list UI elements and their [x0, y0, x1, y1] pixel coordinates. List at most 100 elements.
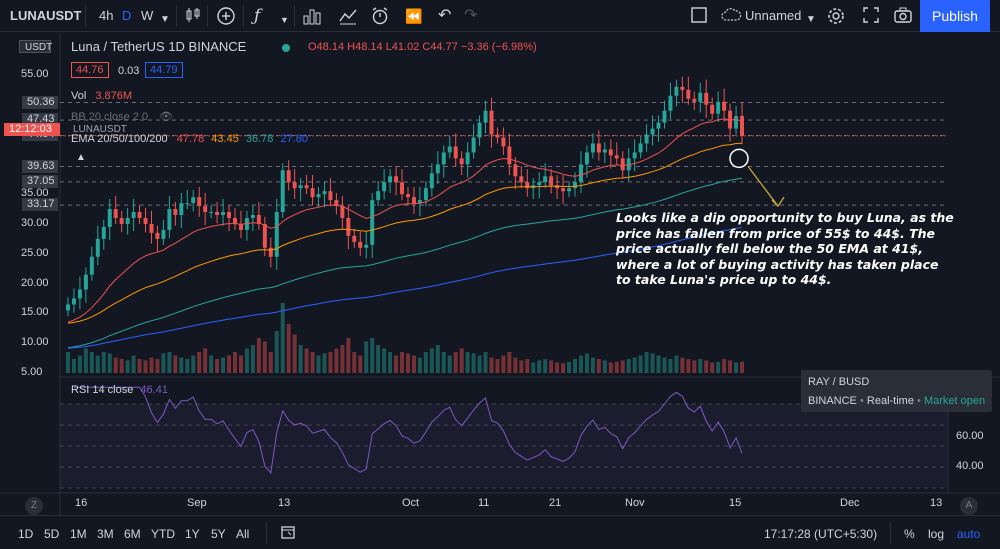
undo-icon[interactable]: ↶	[438, 7, 452, 24]
bid-price[interactable]: 44.76	[71, 62, 109, 78]
candle-body	[340, 206, 345, 218]
collapse-legend-icon[interactable]: ▲	[76, 152, 86, 163]
auto-toggle[interactable]: auto	[957, 527, 981, 541]
price-level-tag[interactable]: 47.43	[22, 113, 58, 127]
range-5d[interactable]: 5D	[44, 527, 60, 541]
chevron-down-icon[interactable]: ▼	[160, 14, 170, 25]
chart-title[interactable]: Luna / TetherUS 1D BINANCE	[71, 39, 247, 54]
volume-bar	[555, 362, 560, 373]
volume-bar	[388, 352, 393, 373]
chevron-down-icon[interactable]: ▼	[280, 15, 289, 25]
zoom-button[interactable]: Z	[25, 497, 43, 515]
eye-hidden-icon[interactable]: 👁︎	[159, 111, 174, 123]
volume-bar	[722, 359, 727, 373]
volume-bar	[292, 334, 297, 373]
templates-icon[interactable]	[302, 6, 322, 32]
range-3m[interactable]: 3M	[97, 527, 114, 541]
x-tick: Sep	[187, 497, 207, 509]
candle-body	[304, 185, 309, 189]
candle-body	[650, 128, 655, 135]
log-toggle[interactable]: log	[928, 527, 945, 541]
date-range-icon[interactable]	[280, 524, 296, 543]
annotation-text[interactable]: Looks like a dip opportunity to buy Luna…	[616, 210, 954, 287]
ema-legend[interactable]: EMA 20/50/100/200 47.78 43.45 36.78 27.8…	[71, 133, 308, 145]
rsi-legend[interactable]: RSI 14 close 46.41	[71, 384, 168, 396]
clock-time[interactable]: 17:17:28 (UTC+5:30)	[764, 527, 878, 541]
price-chart[interactable]	[0, 33, 1000, 515]
indicators-icon[interactable]: ƒ	[254, 6, 261, 26]
percent-toggle[interactable]: %	[904, 527, 915, 541]
candle-body	[322, 191, 327, 195]
publish-button[interactable]: Publish	[920, 0, 990, 32]
candle-body	[382, 182, 387, 192]
candle-body	[417, 200, 422, 204]
range-1d[interactable]: 1D	[18, 527, 34, 541]
ema-20-value: 47.78	[176, 133, 205, 145]
candle-body	[173, 209, 178, 216]
cloud-icon	[720, 6, 742, 30]
compare-chart-icon[interactable]	[338, 6, 358, 32]
settings-icon[interactable]	[826, 6, 846, 32]
candle-body	[256, 215, 261, 224]
interval-w[interactable]: W	[141, 8, 154, 23]
volume-bar	[274, 331, 279, 373]
volume-bar	[400, 352, 404, 373]
volume-bar	[352, 352, 357, 373]
volume-bar	[71, 359, 76, 373]
ask-price[interactable]: 44.79	[145, 62, 183, 78]
candle-body	[316, 194, 321, 198]
replay-icon[interactable]: ⏪	[405, 8, 423, 24]
alert-icon[interactable]	[370, 6, 390, 32]
price-level-tag[interactable]: 33.17	[22, 198, 58, 212]
range-1m[interactable]: 1M	[70, 527, 87, 541]
volume-label: Vol	[71, 90, 87, 102]
volume-bar	[608, 362, 613, 373]
range-1y[interactable]: 1Y	[185, 527, 200, 541]
candle-body	[483, 110, 488, 123]
rsi-label: RSI 14 close	[71, 384, 134, 396]
volume-bar	[656, 355, 661, 373]
x-tick: 11	[478, 497, 490, 509]
currency-tag[interactable]: USDT	[19, 40, 52, 53]
add-compare-icon[interactable]	[216, 6, 236, 32]
range-6m[interactable]: 6M	[124, 527, 141, 541]
candle-body	[674, 86, 679, 96]
layout-name[interactable]: Unnamed	[745, 8, 802, 23]
toolbar-divider	[207, 5, 208, 27]
volume-bar	[740, 361, 744, 373]
x-tick: 13	[930, 497, 943, 509]
volume-bar	[674, 355, 679, 373]
candle-body	[125, 218, 130, 224]
volume-bar	[83, 348, 88, 373]
candle-body	[638, 143, 643, 153]
interval-d[interactable]: D	[122, 8, 132, 23]
price-level-tag[interactable]: 39.63	[22, 159, 58, 173]
price-level-tag[interactable]: 37.05	[22, 174, 58, 188]
toolbar-divider	[266, 522, 267, 544]
candle-body	[584, 152, 589, 165]
range-5y[interactable]: 5Y	[211, 527, 226, 541]
chevron-down-icon[interactable]: ▼	[806, 14, 816, 25]
camera-icon[interactable]	[893, 6, 913, 30]
symbol-search[interactable]: LUNAUSDT	[10, 8, 82, 23]
volume-bar	[447, 355, 452, 373]
volume-bar	[525, 359, 530, 373]
fullscreen-icon[interactable]	[862, 6, 880, 30]
volume-bar	[304, 348, 309, 373]
range-ytd[interactable]: YTD	[151, 527, 175, 541]
volume-value: 3.876M	[95, 90, 133, 102]
candle-body	[716, 101, 721, 114]
candle-body	[429, 173, 434, 189]
candles-icon[interactable]	[184, 6, 202, 30]
bb-legend[interactable]: BB 20 close 2 0 👁︎	[71, 110, 173, 123]
price-level-tag[interactable]: 50.36	[22, 95, 58, 109]
layout-square-icon[interactable]	[690, 6, 708, 30]
candle-body	[221, 212, 226, 216]
volume-legend[interactable]: Vol 3.876M	[71, 90, 132, 102]
auto-scale-button[interactable]: A	[960, 497, 978, 515]
luna-tag: LUNAUSDT	[71, 124, 129, 135]
interval-4h[interactable]: 4h	[99, 8, 114, 23]
range-all[interactable]: All	[236, 527, 250, 541]
redo-icon[interactable]: ↷	[464, 7, 478, 24]
volume-bar	[244, 348, 249, 373]
